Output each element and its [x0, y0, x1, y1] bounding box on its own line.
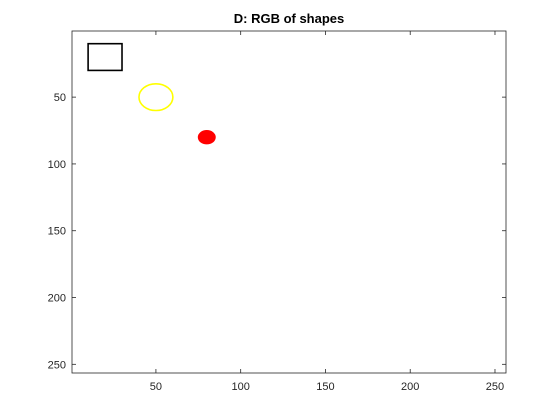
black-rectangle	[87, 42, 123, 72]
axes-box	[71, 30, 507, 374]
chart-title: D: RGB of shapes	[234, 11, 345, 26]
y-axis-ticks: 50 100 150 200 250	[48, 92, 506, 371]
y-tick-label: 50	[54, 92, 66, 104]
yellow-circle	[138, 82, 174, 112]
y-tick-label: 200	[48, 293, 66, 305]
y-tick-label: 250	[48, 359, 66, 371]
image-area	[72, 31, 506, 373]
x-tick-label: 100	[232, 381, 250, 393]
axes	[71, 30, 507, 374]
red-dot	[197, 130, 216, 145]
y-tick-label: 150	[48, 226, 66, 238]
x-axis-ticks: 50 100 150 200 250	[150, 31, 504, 393]
x-tick-label: 150	[316, 381, 334, 393]
y-tick-label: 100	[48, 159, 66, 171]
image-background	[72, 31, 506, 373]
x-tick-label: 50	[150, 381, 162, 393]
x-tick-label: 200	[401, 381, 419, 393]
x-tick-label: 250	[486, 381, 504, 393]
